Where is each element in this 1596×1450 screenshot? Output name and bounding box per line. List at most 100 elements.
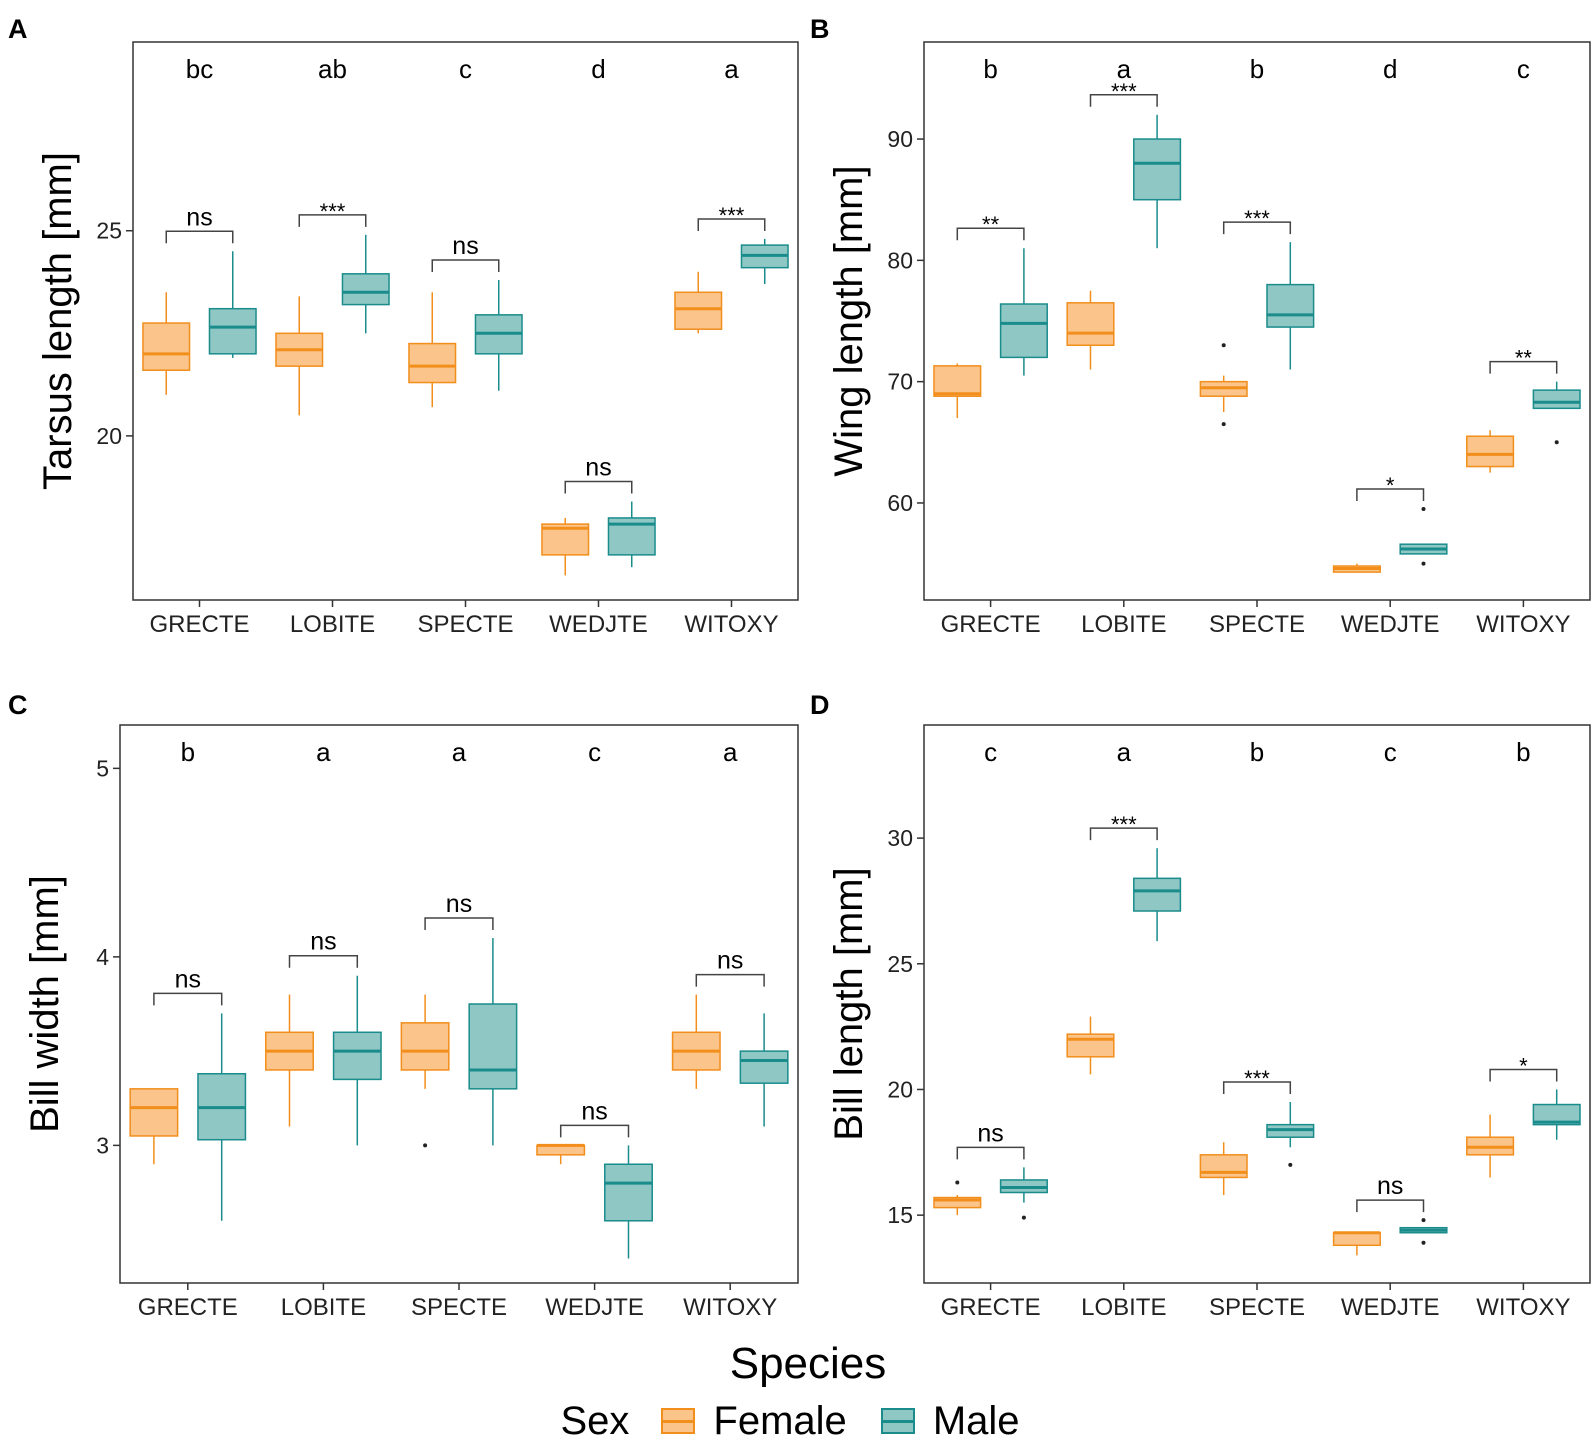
outlier-point <box>1421 1218 1426 1223</box>
x-tick-label: LOBITE <box>1081 1294 1166 1321</box>
y-tick-label: 15 <box>887 1202 913 1228</box>
box-female-specte <box>408 292 457 408</box>
box-female-wedjte <box>1332 1231 1381 1256</box>
panel-label: C <box>8 690 28 720</box>
box-male-wedjte <box>607 501 656 568</box>
significance-label: ns <box>446 890 472 918</box>
significance-bracket <box>695 973 765 987</box>
box-female-wedjte <box>541 517 590 576</box>
legend-label-male: Male <box>932 1398 1020 1443</box>
significance-label: *** <box>719 203 745 228</box>
group-letter: b <box>181 737 195 767</box>
significance-bracket <box>298 214 367 227</box>
box-iqr <box>208 307 257 355</box>
y-axis-title: Bill width [mm] <box>23 875 67 1133</box>
outlier-point <box>955 1180 960 1185</box>
box-male-wedjte <box>604 1145 653 1259</box>
x-tick-label: WEDJTE <box>1341 611 1440 638</box>
box-female-witoxy <box>674 271 723 334</box>
x-tick-label: LOBITE <box>1081 611 1166 638</box>
outlier-point <box>1221 343 1226 348</box>
significance-label: ns <box>977 1119 1003 1147</box>
group-letter: c <box>1384 737 1397 767</box>
x-tick-label: SPECTE <box>411 1294 507 1321</box>
box-male-grecte <box>999 1167 1048 1220</box>
outlier-point <box>1421 1240 1426 1245</box>
significance-label: ns <box>581 1097 607 1125</box>
box-male-lobite <box>1133 114 1182 249</box>
significance-label: ns <box>186 203 212 231</box>
significance-label: ** <box>982 212 1000 237</box>
box-iqr <box>341 273 390 306</box>
y-axis-title: Wing length [mm] <box>827 165 871 476</box>
panel-label: D <box>810 690 830 720</box>
box-male-witoxy <box>1532 1089 1581 1140</box>
x-tick-label: LOBITE <box>290 611 375 638</box>
significance-label: *** <box>1244 1066 1270 1091</box>
outlier-point <box>1021 1215 1026 1220</box>
x-tick-label: GRECTE <box>138 1294 238 1321</box>
group-letter: b <box>983 54 997 84</box>
box-male-grecte <box>208 251 257 358</box>
box-female-grecte <box>933 363 982 419</box>
box-female-specte <box>1199 1142 1248 1196</box>
significance-label: ** <box>1515 346 1533 371</box>
x-tick-label: SPECTE <box>1209 1294 1305 1321</box>
x-tick-label: WITOXY <box>684 611 778 638</box>
box-male-wedjte <box>1399 1218 1448 1245</box>
box-iqr <box>1332 1231 1381 1247</box>
group-letter: ab <box>318 54 347 84</box>
box-iqr <box>400 1022 450 1071</box>
y-tick-label: 3 <box>96 1132 109 1158</box>
box-male-lobite <box>332 975 382 1146</box>
significance-bracket <box>153 992 223 1006</box>
group-letter: c <box>1517 54 1530 84</box>
y-tick-label: 4 <box>96 944 109 970</box>
box-iqr <box>1266 283 1315 328</box>
significance-bracket <box>424 917 494 931</box>
significance-bracket <box>165 230 234 244</box>
outlier-point <box>1421 507 1426 512</box>
significance-bracket <box>1222 1081 1292 1095</box>
box-male-specte <box>1266 1102 1315 1167</box>
box-male-lobite <box>341 234 390 334</box>
significance-bracket <box>1089 827 1158 841</box>
legend-key-male <box>880 1408 915 1434</box>
box-iqr <box>999 303 1048 359</box>
group-letter: a <box>452 737 467 767</box>
legend-key-female <box>661 1408 696 1434</box>
box-iqr <box>332 1031 382 1081</box>
box-female-grecte <box>129 1088 179 1165</box>
y-tick-label: 70 <box>887 369 913 395</box>
y-axis-title: Bill length [mm] <box>827 867 871 1140</box>
significance-label: ns <box>452 232 478 260</box>
panel-c: C 3 4 5 Bill width [mm] GRECTE b ns LOBITE a ns SPE… <box>8 690 799 1321</box>
significance-label: *** <box>1111 79 1137 104</box>
group-letter: a <box>723 737 738 767</box>
y-tick-label: 80 <box>887 247 913 273</box>
x-tick-label: WITOXY <box>1476 1294 1570 1321</box>
x-tick-label: WITOXY <box>1476 611 1570 638</box>
box-male-grecte <box>197 1013 247 1221</box>
outlier-point <box>1554 440 1559 445</box>
significance-label: ns <box>717 947 743 975</box>
significance-bracket <box>1356 488 1425 502</box>
box-female-witoxy <box>1466 430 1515 473</box>
significance-bracket <box>288 954 359 968</box>
box-iqr <box>408 342 457 384</box>
box-female-lobite <box>1066 1016 1115 1075</box>
box-female-grecte <box>933 1180 982 1216</box>
y-tick-label: 20 <box>96 423 122 449</box>
significance-bracket <box>956 227 1025 241</box>
group-letter: b <box>1250 737 1264 767</box>
group-letter: d <box>591 54 605 84</box>
group-letter: c <box>588 737 601 767</box>
y-tick-label: 60 <box>887 490 913 516</box>
panel-label: B <box>810 14 830 44</box>
box-female-lobite <box>1066 290 1115 370</box>
x-tick-label: LOBITE <box>281 1294 366 1321</box>
group-letter: d <box>1383 54 1397 84</box>
outlier-point <box>423 1143 428 1148</box>
legend-label-female: Female <box>713 1398 847 1443</box>
